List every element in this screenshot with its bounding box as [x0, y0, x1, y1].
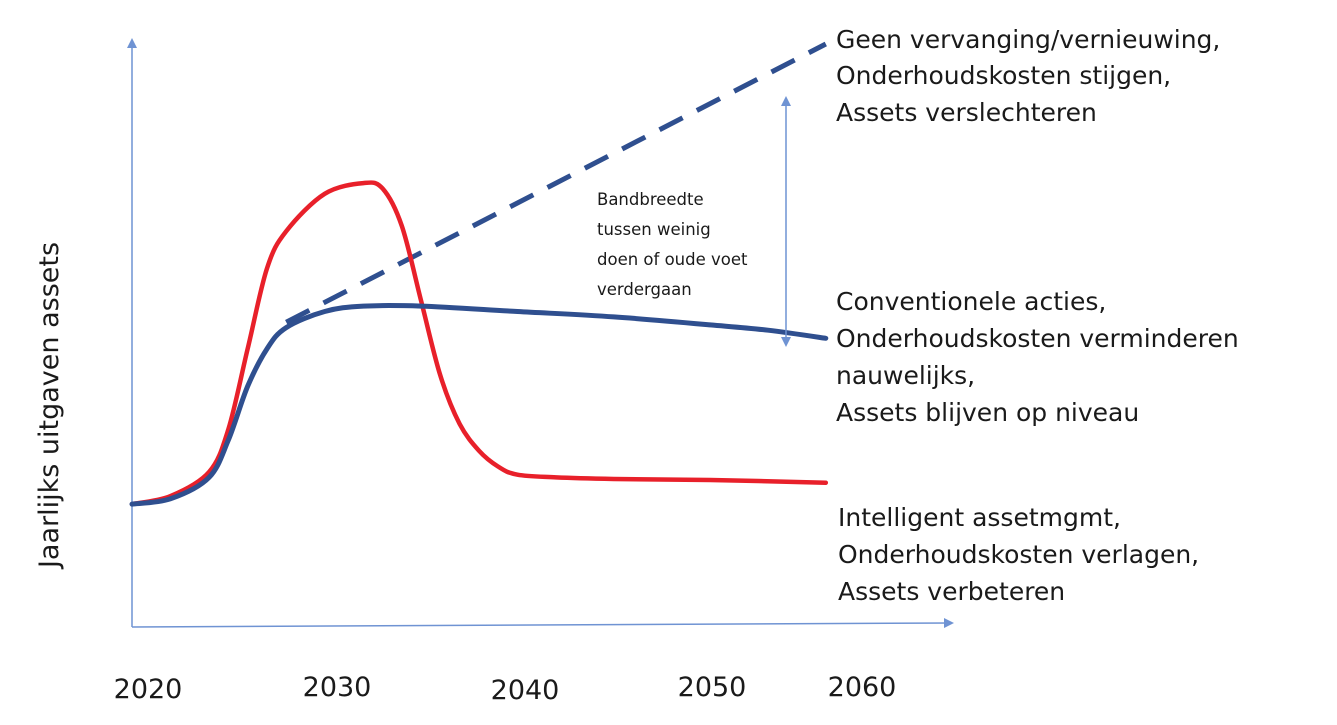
bandwidth-annotation: Bandbreedte tussen weinig doen of oude v… [597, 190, 753, 299]
bandwidth-annotation-line: verdergaan [597, 280, 692, 299]
x-tick-labels: 2020 2030 2040 2050 2060 [114, 672, 897, 706]
y-axis-label: Jaarlijks uitgaven assets [34, 242, 65, 570]
series-label-line: Assets verbeteren [838, 577, 1065, 606]
series-line-dashed-no-replacement [285, 41, 827, 325]
series-label-conventional: Conventionele acties, Onderhoudskosten v… [836, 287, 1247, 427]
bandwidth-annotation-line: tussen weinig [597, 220, 711, 239]
series-label-line: Assets verslechteren [836, 98, 1097, 127]
series-label-intelligent-assetmgmt: Intelligent assetmgmt, Onderhoudskosten … [838, 503, 1207, 606]
series-lines [129, 41, 829, 507]
series-label-line: Onderhoudskosten verlagen, [838, 540, 1199, 569]
series-label-line: Assets blijven op niveau [836, 398, 1139, 427]
series-label-line: Intelligent assetmgmt, [838, 503, 1121, 532]
series-label-no-replacement: Geen vervanging/vernieuwing, Onderhoudsk… [836, 25, 1228, 127]
x-tick-label: 2030 [303, 672, 372, 703]
series-label-line: Onderhoudskosten verminderen [836, 324, 1239, 353]
series-label-line: Conventionele acties, [836, 287, 1106, 316]
x-axis [131, 618, 954, 629]
bandwidth-annotation-line: Bandbreedte [597, 190, 704, 209]
series-line-conventional [129, 303, 829, 507]
x-tick-label: 2020 [114, 674, 183, 705]
x-tick-label: 2050 [678, 672, 747, 703]
series-label-line: nauwelijks, [836, 361, 975, 390]
series-label-line: Geen vervanging/vernieuwing, [836, 25, 1220, 54]
x-tick-label: 2060 [828, 672, 897, 703]
x-tick-label: 2040 [491, 675, 560, 706]
bandwidth-annotation-line: doen of oude voet [597, 250, 748, 269]
series-line-intelligent-assetmgmt [129, 180, 829, 507]
series-label-line: Onderhoudskosten stijgen, [836, 61, 1171, 90]
